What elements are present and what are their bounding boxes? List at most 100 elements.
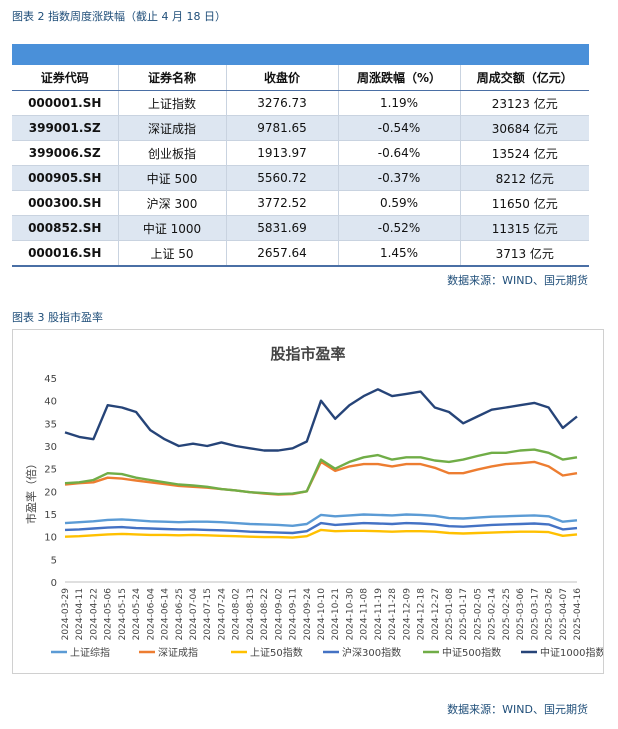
x-tick-label: 2025-04-16 xyxy=(573,588,583,641)
x-tick-label: 2024-05-24 xyxy=(132,588,142,641)
cell-close: 2657.64 xyxy=(226,240,339,267)
y-tick-label: 45 xyxy=(44,374,57,385)
x-tick-label: 2024-05-15 xyxy=(118,588,128,640)
cell-change: -0.52% xyxy=(338,215,461,241)
x-tick-label: 2024-06-25 xyxy=(175,588,185,640)
table-caption: 图表 2 指数周度涨跌幅（截止 4 月 18 日） xyxy=(12,10,226,23)
table-row: 399006.SZ 创业板指 1913.97 -0.64% 13524 亿元 xyxy=(12,140,589,166)
x-tick-label: 2025-02-05 xyxy=(473,588,483,640)
header-weekly-change: 周涨跌幅（%） xyxy=(338,65,461,91)
x-tick-label: 2024-10-10 xyxy=(317,588,327,641)
cell-turnover: 23123 亿元 xyxy=(460,90,589,116)
x-tick-label: 2024-05-06 xyxy=(104,588,114,641)
index-weekly-table: 证券代码 证券名称 收盘价 周涨跌幅（%） 周成交额（亿元） 000001.SH… xyxy=(12,44,589,267)
cell-code: 000016.SH xyxy=(12,240,119,267)
cell-close: 9781.65 xyxy=(226,115,339,141)
x-tick-label: 2025-03-26 xyxy=(545,588,555,641)
x-tick-label: 2024-04-11 xyxy=(75,588,85,640)
chart-source-note: 数据来源：WIND、国元期货 xyxy=(447,703,588,716)
cell-change: -0.64% xyxy=(338,140,461,166)
chart-title: 股指市盈率 xyxy=(270,345,345,363)
y-tick-label: 40 xyxy=(44,397,57,408)
y-tick-label: 0 xyxy=(51,578,57,589)
data-table: 证券代码 证券名称 收盘价 周涨跌幅（%） 周成交额（亿元） 000001.SH… xyxy=(12,65,589,267)
table-row: 000905.SH 中证 500 5560.72 -0.37% 8212 亿元 xyxy=(12,165,589,191)
series-line xyxy=(64,388,578,452)
series-line xyxy=(64,528,578,539)
pe-chart-container: 股指市盈率 市盈率（倍） 0 5 10 15 20 25 30 35 40 45 2024-03-2… xyxy=(12,329,605,674)
series-line xyxy=(64,521,578,535)
x-tick-label: 2025-02-25 xyxy=(502,588,512,640)
table-header-row: 证券代码 证券名称 收盘价 周涨跌幅（%） 周成交额（亿元） xyxy=(12,65,589,91)
cell-name: 上证 50 xyxy=(118,240,227,267)
header-code: 证券代码 xyxy=(12,65,119,91)
table-row: 000016.SH 上证 50 2657.64 1.45% 3713 亿元 xyxy=(12,240,589,267)
cell-turnover: 8212 亿元 xyxy=(460,165,589,191)
x-tick-label: 2025-03-17 xyxy=(530,588,540,640)
y-tick-label: 20 xyxy=(44,487,57,498)
header-close: 收盘价 xyxy=(226,65,339,91)
cell-change: -0.54% xyxy=(338,115,461,141)
cell-turnover: 13524 亿元 xyxy=(460,140,589,166)
series-line xyxy=(64,513,578,528)
x-tick-label: 2024-09-24 xyxy=(303,588,313,641)
x-tick-label: 2025-04-07 xyxy=(559,588,569,640)
header-weekly-turnover: 周成交额（亿元） xyxy=(460,65,589,91)
cell-code: 000300.SH xyxy=(12,190,119,216)
x-tick-label: 2024-11-19 xyxy=(374,588,384,641)
pe-ratio-chart: 股指市盈率 市盈率（倍） 0 5 10 15 20 25 30 35 40 45 2024-03-2… xyxy=(24,345,605,659)
x-tick-label: 2025-01-08 xyxy=(445,588,455,641)
table-row: 000300.SH 沪深 300 3772.52 0.59% 11650 亿元 xyxy=(12,190,589,216)
x-tick-label: 2024-06-04 xyxy=(146,588,156,641)
x-tick-label: 2025-03-06 xyxy=(516,588,526,641)
y-tick-label: 35 xyxy=(44,419,57,430)
table-source-note: 数据来源：WIND、国元期货 xyxy=(447,274,588,287)
chart-caption: 图表 3 股指市盈率 xyxy=(12,311,103,324)
legend: 上证综指 深证成指 上证50指数 沪深300指数 中证500指数 中证1000指数 xyxy=(51,646,605,659)
x-tick-label: 2024-10-30 xyxy=(345,588,355,641)
cell-name: 深证成指 xyxy=(118,115,227,141)
x-tick-label: 2024-12-09 xyxy=(402,588,412,641)
x-tick-label: 2024-07-24 xyxy=(217,588,227,641)
y-tick-label: 25 xyxy=(44,465,57,476)
x-tick-label: 2024-12-27 xyxy=(431,588,441,640)
y-tick-label: 10 xyxy=(44,533,57,544)
header-name: 证券名称 xyxy=(118,65,227,91)
table-row: 000001.SH 上证指数 3276.73 1.19% 23123 亿元 xyxy=(12,90,589,116)
legend-label: 中证1000指数 xyxy=(540,646,603,659)
x-tick-label: 2024-07-15 xyxy=(203,588,213,640)
series-line xyxy=(64,448,578,496)
cell-change: 0.59% xyxy=(338,190,461,216)
cell-name: 中证 1000 xyxy=(118,215,227,241)
x-tick-label: 2024-09-02 xyxy=(274,588,284,640)
x-tick-label: 2024-08-13 xyxy=(246,588,256,640)
y-tick-label: 30 xyxy=(44,442,57,453)
x-tick-label: 2024-07-04 xyxy=(189,588,199,641)
cell-change: 1.19% xyxy=(338,90,461,116)
x-tick-label: 2024-10-21 xyxy=(331,588,341,640)
cell-close: 5560.72 xyxy=(226,165,339,191)
legend-label: 上证综指 xyxy=(70,646,110,659)
legend-label: 深证成指 xyxy=(158,646,198,659)
legend-label: 沪深300指数 xyxy=(342,646,401,659)
cell-turnover: 11650 亿元 xyxy=(460,190,589,216)
cell-change: 1.45% xyxy=(338,240,461,267)
axes-layer: 0 5 10 15 20 25 30 35 40 45 2024-03-29 2024-04-11 20… xyxy=(44,374,583,640)
cell-name: 上证指数 xyxy=(118,90,227,116)
table-row: 399001.SZ 深证成指 9781.65 -0.54% 30684 亿元 xyxy=(12,115,589,141)
x-tick-label: 2024-11-08 xyxy=(360,588,370,641)
x-tick-label: 2025-01-17 xyxy=(459,588,469,640)
cell-turnover: 11315 亿元 xyxy=(460,215,589,241)
y-axis-label: 市盈率（倍） xyxy=(24,458,38,524)
x-tick-label: 2024-12-18 xyxy=(417,588,427,641)
x-tick-label: 2024-08-22 xyxy=(260,588,270,640)
cell-name: 创业板指 xyxy=(118,140,227,166)
cell-change: -0.37% xyxy=(338,165,461,191)
x-tick-label: 2024-08-02 xyxy=(232,588,242,640)
table-row: 000852.SH 中证 1000 5831.69 -0.52% 11315 亿… xyxy=(12,215,589,241)
cell-name: 中证 500 xyxy=(118,165,227,191)
cell-close: 3772.52 xyxy=(226,190,339,216)
cell-name: 沪深 300 xyxy=(118,190,227,216)
cell-turnover: 3713 亿元 xyxy=(460,240,589,267)
cell-code: 399001.SZ xyxy=(12,115,119,141)
